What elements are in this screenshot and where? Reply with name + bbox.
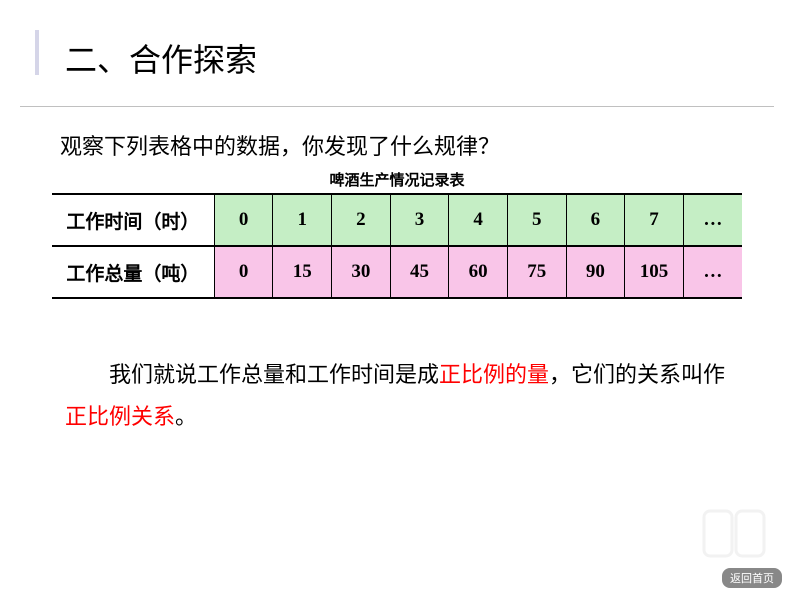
amount-cell: 45: [390, 246, 449, 298]
time-cell: …: [683, 194, 742, 246]
time-cell: 7: [625, 194, 684, 246]
time-cell: 1: [273, 194, 332, 246]
section-title: 二、合作探索: [65, 35, 774, 81]
highlight-term: 正比例关系: [65, 404, 175, 429]
row-header-time: 工作时间（时）: [52, 194, 214, 246]
watermark-icon: [699, 506, 769, 561]
time-cell: 0: [214, 194, 273, 246]
amount-cell: 105: [625, 246, 684, 298]
time-cell: 5: [507, 194, 566, 246]
conclusion-text: 我们就说工作总量和工作时间是成: [109, 362, 439, 387]
amount-cell: 75: [507, 246, 566, 298]
table-row-amount: 工作总量（吨） 0 15 30 45 60 75 90 105 …: [52, 246, 742, 298]
time-cell: 3: [390, 194, 449, 246]
highlight-term: 正比例的量: [439, 362, 549, 387]
amount-cell: 60: [449, 246, 508, 298]
data-table: 工作时间（时） 0 1 2 3 4 5 6 7 … 工作总量（吨） 0 15 3…: [52, 193, 742, 299]
amount-cell: 30: [332, 246, 391, 298]
row-header-amount: 工作总量（吨）: [52, 246, 214, 298]
amount-cell: 90: [566, 246, 625, 298]
title-accent-bar: [35, 30, 39, 75]
question-text: 观察下列表格中的数据，你发现了什么规律？: [60, 129, 794, 161]
amount-cell: 15: [273, 246, 332, 298]
amount-cell: 0: [214, 246, 273, 298]
time-cell: 2: [332, 194, 391, 246]
table-row-time: 工作时间（时） 0 1 2 3 4 5 6 7 …: [52, 194, 742, 246]
amount-cell: …: [683, 246, 742, 298]
back-home-button[interactable]: 返回首页: [722, 568, 782, 588]
time-cell: 4: [449, 194, 508, 246]
conclusion-paragraph: 我们就说工作总量和工作时间是成正比例的量，它们的关系叫作正比例关系。: [65, 354, 729, 438]
conclusion-text: ，它们的关系叫作: [549, 362, 725, 387]
table-title: 啤酒生产情况记录表: [0, 169, 794, 190]
conclusion-text: 。: [175, 404, 197, 429]
title-section: 二、合作探索: [20, 0, 774, 107]
time-cell: 6: [566, 194, 625, 246]
